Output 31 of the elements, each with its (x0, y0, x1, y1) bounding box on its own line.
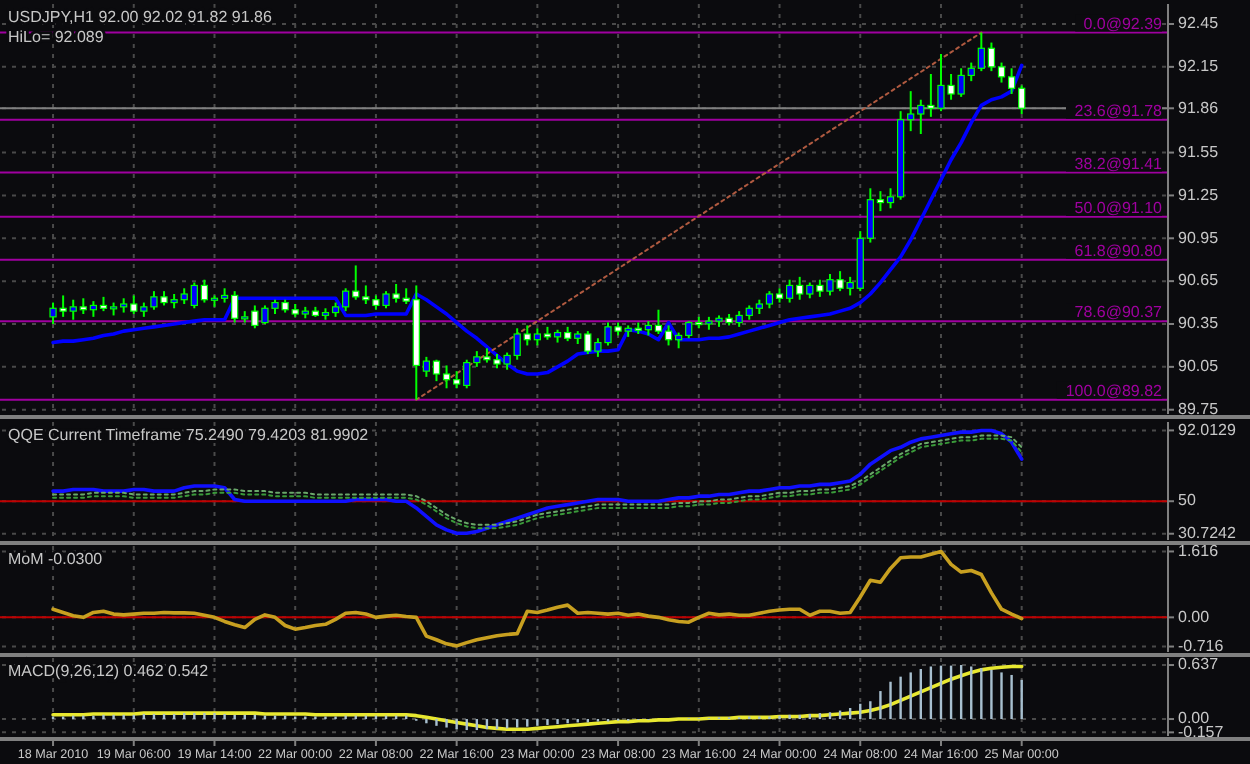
y-tick-label: 92.15 (1178, 57, 1220, 76)
y-tick-label: 0.00 (1178, 607, 1211, 626)
y-tick-label: 91.25 (1178, 185, 1220, 204)
y-tick-label: 90.95 (1178, 228, 1220, 247)
chart-title: USDJPY,H1 92.00 92.02 91.82 91.86 (8, 8, 273, 26)
ref-line-label: 100.0@89.82 (1065, 381, 1164, 400)
y-tick-label: 89.75 (1178, 399, 1220, 418)
y-tick-label: -0.716 (1178, 636, 1225, 655)
chart-title: MACD(9,26,12) 0.462 0.542 (8, 662, 210, 680)
ref-line-label: 50.0@91.10 (1074, 198, 1164, 217)
ref-line-label: 78.6@90.37 (1074, 303, 1164, 322)
chart-title: MoM -0.0300 (8, 550, 104, 568)
chart-title: QQE Current Timeframe 75.2490 79.4203 81.9902 (8, 426, 370, 444)
y-tick-label: 50 (1178, 491, 1197, 510)
y-tick-label: 90.05 (1178, 357, 1220, 376)
y-tick-label: 90.65 (1178, 271, 1220, 290)
y-tick-label: 92.45 (1178, 14, 1220, 33)
y-tick-label: 30.7242 (1178, 523, 1237, 542)
text: HiLo= 92.089 (8, 28, 105, 46)
y-tick-label: 0.00 (1178, 709, 1211, 728)
y-tick-label: 91.55 (1178, 142, 1220, 161)
y-tick-label: 91.86 (1178, 98, 1220, 117)
y-tick-label: 92.0129 (1178, 420, 1237, 439)
ref-line-label: 0.0@92.39 (1083, 14, 1164, 33)
y-tick-label: 1.616 (1178, 541, 1220, 560)
ref-line-label: 38.2@91.41 (1074, 154, 1164, 173)
ref-line-label: 23.6@91.78 (1074, 101, 1164, 120)
y-tick-label: 90.35 (1178, 314, 1220, 333)
y-tick-label: 0.637 (1178, 655, 1220, 674)
y-tick-label: -0.157 (1178, 722, 1225, 741)
ref-line-label: 61.8@90.80 (1074, 241, 1164, 260)
